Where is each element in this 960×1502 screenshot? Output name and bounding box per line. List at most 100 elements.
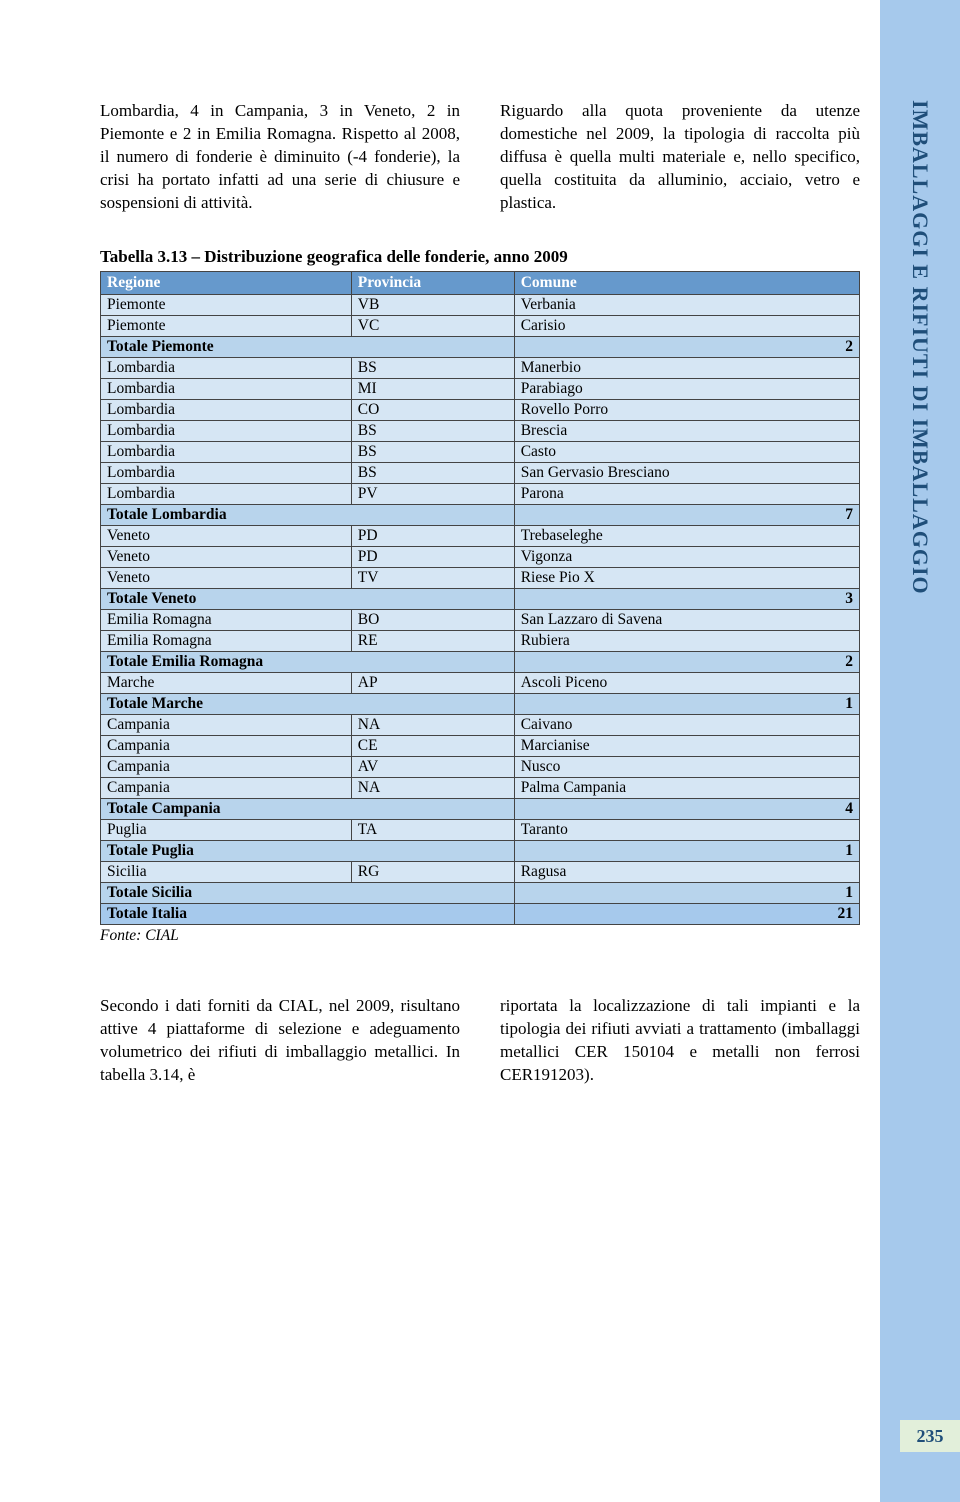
table-cell: TV: [351, 567, 514, 588]
table-row: LombardiaBSManerbio: [101, 357, 860, 378]
table-cell: BS: [351, 357, 514, 378]
total-value: 2: [514, 651, 859, 672]
intro-right: Riguardo alla quota proveniente da utenz…: [500, 100, 860, 215]
total-value: 1: [514, 693, 859, 714]
table-row: Totale Veneto3: [101, 588, 860, 609]
total-value: 1: [514, 882, 859, 903]
table-cell: Campania: [101, 735, 352, 756]
table-row: PugliaTATaranto: [101, 819, 860, 840]
table-cell: Lombardia: [101, 462, 352, 483]
table-cell: Lombardia: [101, 483, 352, 504]
table-cell: BS: [351, 441, 514, 462]
table-row: MarcheAPAscoli Piceno: [101, 672, 860, 693]
table-cell: Ascoli Piceno: [514, 672, 859, 693]
intro-left: Lombardia, 4 in Campania, 3 in Veneto, 2…: [100, 100, 460, 215]
table-row: Emilia RomagnaRERubiera: [101, 630, 860, 651]
table-cell: Campania: [101, 714, 352, 735]
table-row: VenetoPDVigonza: [101, 546, 860, 567]
table-cell: BS: [351, 462, 514, 483]
table-cell: Lombardia: [101, 399, 352, 420]
table-cell: RG: [351, 861, 514, 882]
table-cell: Lombardia: [101, 441, 352, 462]
table-header-row: Regione Provincia Comune: [101, 271, 860, 294]
table-cell: Marche: [101, 672, 352, 693]
table-row: LombardiaCORovello Porro: [101, 399, 860, 420]
total-label: Totale Sicilia: [101, 882, 515, 903]
total-label: Totale Italia: [101, 903, 515, 924]
table-cell: Rovello Porro: [514, 399, 859, 420]
table-cell: San Gervasio Bresciano: [514, 462, 859, 483]
table-cell: Campania: [101, 756, 352, 777]
table-cell: Emilia Romagna: [101, 630, 352, 651]
table-cell: Manerbio: [514, 357, 859, 378]
total-value: 2: [514, 336, 859, 357]
total-label: Totale Campania: [101, 798, 515, 819]
outro-columns: Secondo i dati forniti da CIAL, nel 2009…: [100, 995, 860, 1087]
table-cell: Nusco: [514, 756, 859, 777]
table-cell: PD: [351, 546, 514, 567]
table-cell: Veneto: [101, 525, 352, 546]
table-cell: Carisio: [514, 315, 859, 336]
table-row: Totale Sicilia1: [101, 882, 860, 903]
table-cell: AV: [351, 756, 514, 777]
table-cell: BO: [351, 609, 514, 630]
table-row: Totale Campania4: [101, 798, 860, 819]
table-row: VenetoTVRiese Pio X: [101, 567, 860, 588]
table-row: CampaniaAVNusco: [101, 756, 860, 777]
table-cell: CO: [351, 399, 514, 420]
total-label: Totale Veneto: [101, 588, 515, 609]
table-row: Totale Italia21: [101, 903, 860, 924]
table-row: LombardiaBSCasto: [101, 441, 860, 462]
table-row: Totale Puglia1: [101, 840, 860, 861]
table-row: LombardiaBSBrescia: [101, 420, 860, 441]
intro-columns: Lombardia, 4 in Campania, 3 in Veneto, 2…: [100, 100, 860, 215]
table-cell: Palma Campania: [514, 777, 859, 798]
table-cell: Veneto: [101, 567, 352, 588]
total-label: Totale Lombardia: [101, 504, 515, 525]
total-value: 21: [514, 903, 859, 924]
table-cell: Parona: [514, 483, 859, 504]
table-row: PiemonteVCCarisio: [101, 315, 860, 336]
table-cell: VC: [351, 315, 514, 336]
table-source: Fonte: CIAL: [100, 927, 860, 945]
table-row: PiemonteVBVerbania: [101, 294, 860, 315]
table-cell: Puglia: [101, 819, 352, 840]
outro-right: riportata la localizzazione di tali impi…: [500, 995, 860, 1087]
table-cell: NA: [351, 714, 514, 735]
table-cell: Trebaseleghe: [514, 525, 859, 546]
table-row: VenetoPDTrebaseleghe: [101, 525, 860, 546]
table-cell: MI: [351, 378, 514, 399]
table-cell: Sicilia: [101, 861, 352, 882]
table-cell: RE: [351, 630, 514, 651]
table-cell: AP: [351, 672, 514, 693]
table-cell: Verbania: [514, 294, 859, 315]
table-cell: Vigonza: [514, 546, 859, 567]
table-row: LombardiaMIParabiago: [101, 378, 860, 399]
table-cell: BS: [351, 420, 514, 441]
table-row: LombardiaBSSan Gervasio Bresciano: [101, 462, 860, 483]
table-cell: PV: [351, 483, 514, 504]
table-cell: TA: [351, 819, 514, 840]
table-row: CampaniaCEMarcianise: [101, 735, 860, 756]
table-cell: Taranto: [514, 819, 859, 840]
table-cell: Lombardia: [101, 378, 352, 399]
page-content: Lombardia, 4 in Campania, 3 in Veneto, 2…: [0, 0, 960, 1502]
table-row: Totale Marche1: [101, 693, 860, 714]
table-cell: Casto: [514, 441, 859, 462]
total-value: 4: [514, 798, 859, 819]
table-cell: CE: [351, 735, 514, 756]
table-cell: Parabiago: [514, 378, 859, 399]
table-row: CampaniaNAPalma Campania: [101, 777, 860, 798]
total-value: 3: [514, 588, 859, 609]
total-value: 7: [514, 504, 859, 525]
table-row: Totale Piemonte2: [101, 336, 860, 357]
table-title: Tabella 3.13 – Distribuzione geografica …: [100, 247, 860, 267]
table-cell: VB: [351, 294, 514, 315]
col-regione: Regione: [101, 271, 352, 294]
table-row: LombardiaPVParona: [101, 483, 860, 504]
table-cell: Riese Pio X: [514, 567, 859, 588]
total-label: Totale Emilia Romagna: [101, 651, 515, 672]
table-row: Emilia RomagnaBOSan Lazzaro di Savena: [101, 609, 860, 630]
table-cell: Campania: [101, 777, 352, 798]
total-value: 1: [514, 840, 859, 861]
